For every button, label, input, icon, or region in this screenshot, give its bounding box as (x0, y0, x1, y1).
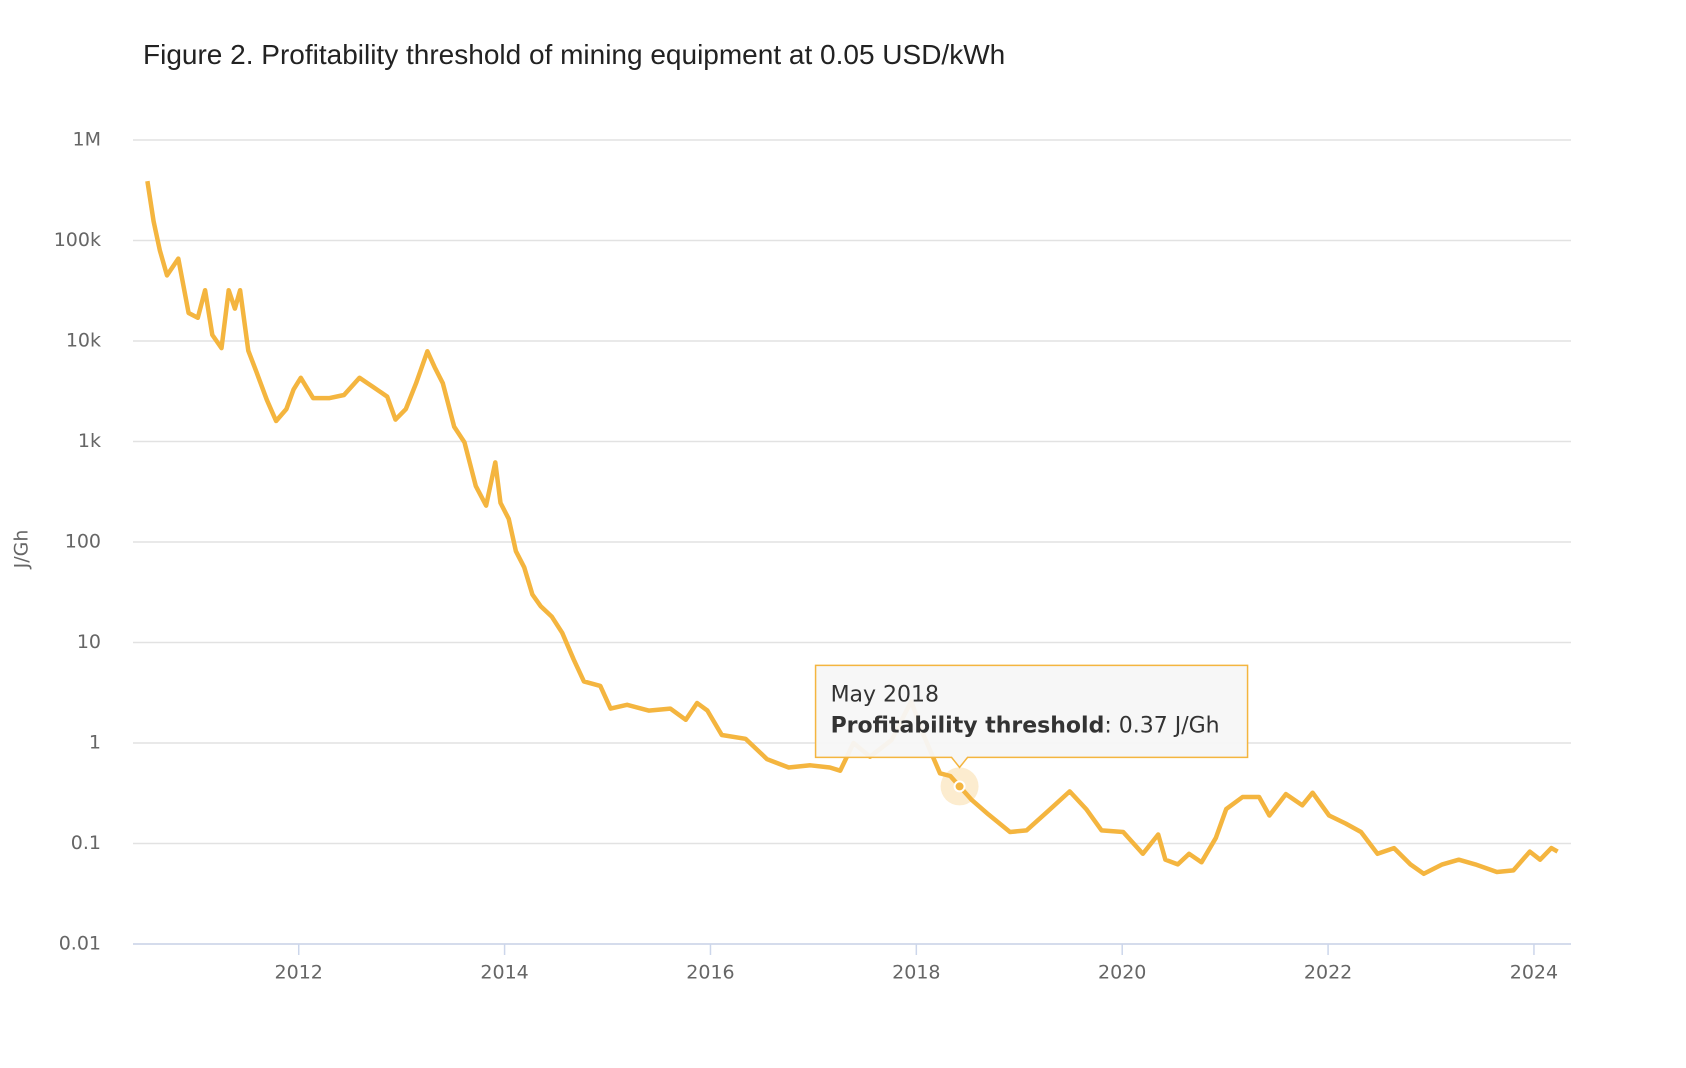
y-tick-label: 10k (66, 330, 101, 352)
y-tick-label: 0.1 (71, 832, 101, 854)
x-tick-label: 2024 (1510, 962, 1558, 984)
x-tick-label: 2012 (275, 962, 323, 984)
y-tick-label: 100k (54, 229, 101, 251)
x-tick-label: 2022 (1304, 962, 1352, 984)
tooltip-value: : 0.37 J/Gh (1104, 713, 1219, 738)
y-axis-label: J/Gh (11, 530, 33, 570)
tooltip-line: Profitability threshold: 0.37 J/Gh (831, 713, 1220, 738)
tooltip-header: May 2018 (831, 682, 939, 707)
line-series (145, 180, 1559, 877)
tooltip: May 2018 Profitability threshold: 0.37 J/… (814, 664, 1249, 769)
y-tick-label: 10 (77, 631, 101, 653)
y-tick-label: 100 (65, 531, 101, 553)
y-tick-label: 0.01 (59, 933, 101, 955)
y-tick-label: 1k (78, 430, 101, 452)
x-tick-label: 2018 (892, 962, 940, 984)
hover-point (953, 780, 966, 793)
x-tick-label: 2014 (480, 962, 528, 984)
x-tick-label: 2020 (1098, 962, 1146, 984)
y-tick-label: 1 (89, 732, 101, 754)
tooltip-name: Profitability threshold (831, 713, 1105, 738)
tooltip-box (814, 664, 1249, 769)
y-tick-label: 1M (73, 129, 101, 151)
x-tick-label: 2016 (686, 962, 734, 984)
chart-title: Figure 2. Profitability threshold of min… (143, 39, 1005, 70)
